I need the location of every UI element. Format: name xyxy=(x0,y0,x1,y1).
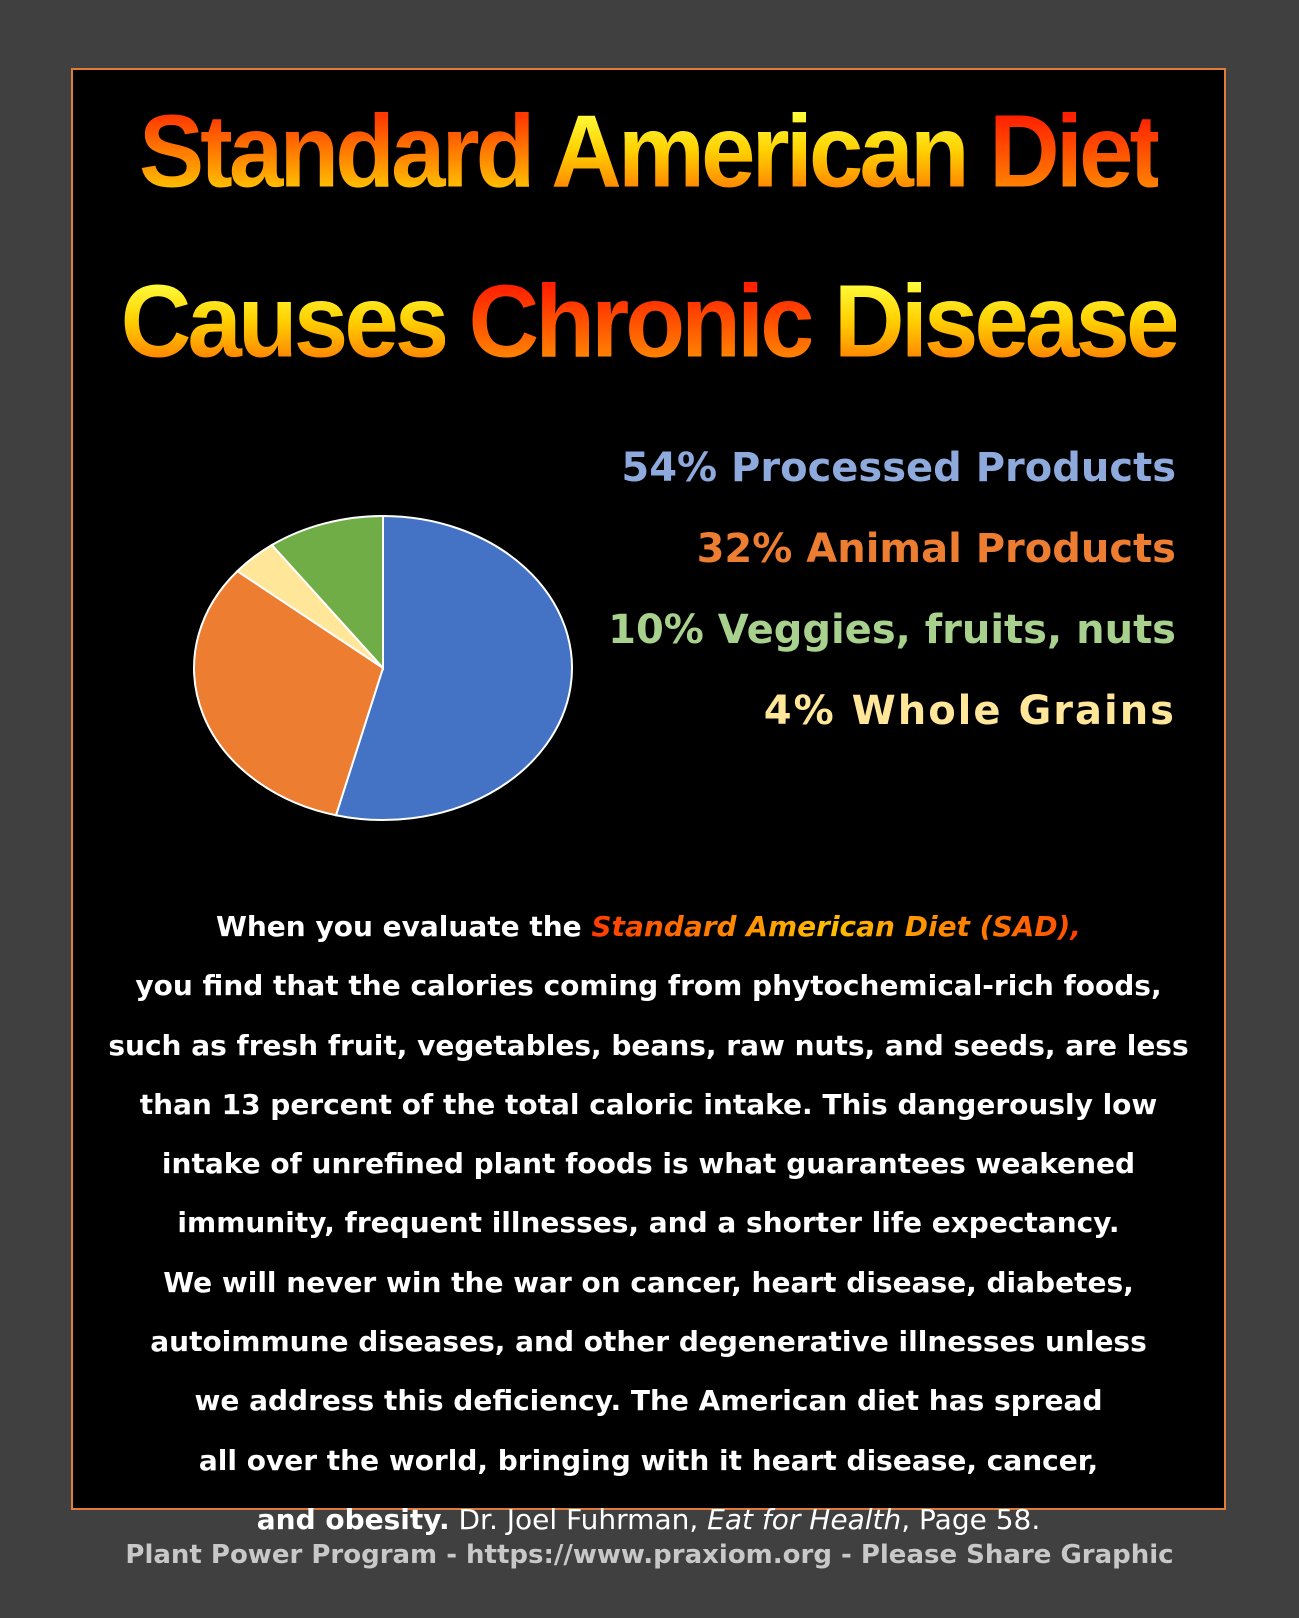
legend-entry: 54% Processed Products xyxy=(621,445,1176,491)
para-line: We will never win the war on cancer, hea… xyxy=(163,1265,1134,1299)
title-word: Chronic xyxy=(468,263,814,379)
para-last: and obesity. xyxy=(256,1502,450,1536)
title-line-1: Standard American Diet xyxy=(73,92,1224,211)
title-word: Standard xyxy=(138,93,536,209)
title-word: Causes xyxy=(120,263,450,379)
footer-credit: Plant Power Program - https://www.praxio… xyxy=(125,1540,1174,1570)
para-line: than 13 percent of the total caloric int… xyxy=(139,1087,1158,1121)
poster-frame: Standard American Diet Causes Chronic Di… xyxy=(71,68,1226,1536)
legend-entry: 4% Whole Grains xyxy=(763,688,1176,734)
para-highlight: Standard American Diet (SAD) xyxy=(591,910,1071,943)
legend-entry: 10% Veggies, fruits, nuts xyxy=(608,607,1176,653)
title-line-2: Causes Chronic Disease xyxy=(73,262,1224,381)
para-line: such as fresh fruit, vegetables, beans, … xyxy=(108,1028,1189,1062)
para-line: immunity, frequent illnesses, and a shor… xyxy=(177,1206,1120,1240)
para-intro: When you evaluate the xyxy=(215,910,592,943)
para-line: we address this deficiency. The American… xyxy=(194,1384,1103,1418)
para-line: intake of unrefined plant foods is what … xyxy=(161,1147,1136,1181)
title-word: Disease xyxy=(833,263,1181,379)
cite-page: , Page 58. xyxy=(901,1502,1041,1536)
pie-slice xyxy=(270,514,384,671)
para-line: autoimmune diseases, and other degenerat… xyxy=(150,1325,1147,1359)
pie-slice xyxy=(193,569,385,817)
title-word: Diet xyxy=(989,93,1162,209)
legend-entry: 32% Animal Products xyxy=(696,526,1176,572)
para-line: all over the world, bringing with it hea… xyxy=(198,1443,1099,1477)
quote-paragraph: When you evaluate the Standard American … xyxy=(73,897,1224,1549)
pie-chart xyxy=(193,514,573,821)
title-word: American xyxy=(551,93,970,209)
pie-slice xyxy=(334,514,573,821)
para-line: you find that the calories coming from p… xyxy=(135,969,1162,1003)
cite-author: Dr. Joel Fuhrman, xyxy=(449,1502,708,1536)
cite-book: Eat for Health xyxy=(707,1502,902,1536)
